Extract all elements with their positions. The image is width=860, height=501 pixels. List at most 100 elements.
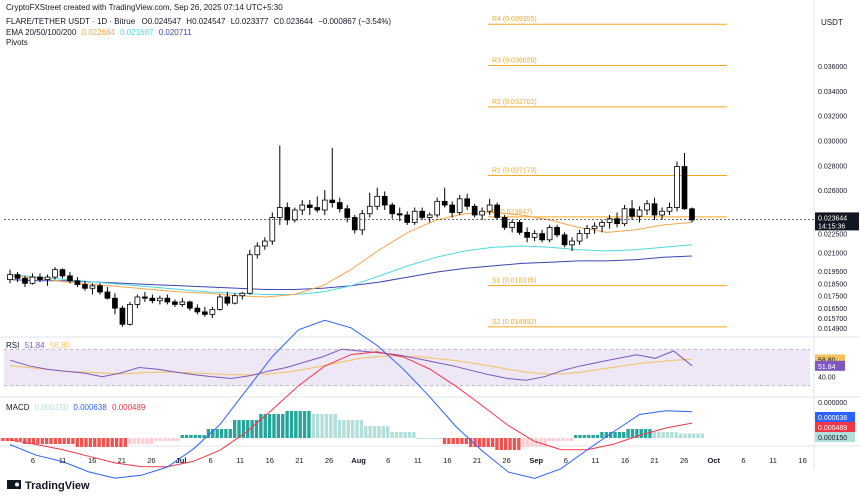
time-tick-label: Jul [176, 456, 187, 465]
macd-histogram-bar [158, 438, 163, 441]
macd-histogram-bar [298, 411, 302, 438]
macd-histogram-bar [224, 429, 228, 438]
macd-histogram-bar [696, 433, 700, 438]
candle-body [561, 234, 568, 246]
candle-body [644, 203, 650, 211]
candle-body [254, 245, 261, 256]
candle-body [569, 240, 575, 246]
candle-body [539, 233, 545, 241]
time-tick-label: 6 [209, 456, 213, 465]
macd-histogram-bar [307, 411, 311, 438]
price-tick-label: 0.017500 [818, 294, 847, 301]
macd-histogram-bar [302, 411, 307, 438]
candle-body [269, 217, 276, 242]
macd-histogram-bar [154, 438, 158, 441]
tradingview-logo: TradingView [7, 480, 90, 492]
macd-histogram-bar [75, 438, 79, 447]
candle-body [591, 225, 598, 230]
candle-body [164, 297, 171, 303]
price-tick-label: 0.018500 [818, 281, 847, 288]
macd-histogram-bar [473, 438, 477, 447]
macd-histogram-bar [530, 438, 534, 447]
macd-histogram-bar [661, 432, 665, 438]
macd-histogram-bar [93, 438, 97, 447]
time-tick-label: 6 [741, 456, 745, 465]
macd-histogram-bar [53, 438, 58, 444]
rsi-tick-label: 40.00 [818, 375, 836, 382]
macd-histogram-bar [276, 414, 281, 438]
candle-body [29, 276, 36, 284]
candle-body [344, 208, 351, 218]
candles [7, 145, 695, 327]
time-tick-label: 26 [680, 456, 688, 465]
macd-histogram-bar [206, 429, 211, 438]
candle-body [531, 233, 538, 238]
grid-lines [0, 0, 860, 470]
candle-body [74, 280, 81, 285]
candle-body [261, 240, 268, 247]
time-tick-label: 21 [118, 456, 126, 465]
candle-body [479, 210, 485, 216]
candle-body [291, 209, 298, 221]
macd-histogram-bar [595, 435, 600, 438]
price-tick-label: 0.021000 [818, 250, 847, 257]
macd-histogram-bar [626, 429, 630, 438]
macd-histogram-bar [377, 426, 381, 438]
macd-histogram-bar [447, 438, 451, 444]
macd-histogram-bar [657, 432, 661, 438]
macd-histogram-bar [451, 438, 455, 444]
macd-histogram-bar [381, 426, 385, 438]
macd-histogram-bar [648, 429, 652, 438]
rsi-pane: 40.0058.8051.84 [4, 348, 845, 387]
macd-histogram-bar [289, 411, 294, 438]
candle-body [112, 297, 118, 309]
macd-histogram-bar [364, 426, 368, 438]
countdown-value: 14:15:36 [818, 223, 845, 230]
candle-body [217, 296, 223, 310]
macd-histogram-bar [517, 438, 521, 450]
macd-histogram-bar [246, 420, 250, 438]
candle-body [336, 202, 343, 210]
macd-histogram-bar [88, 438, 93, 447]
macd-histogram-bar [351, 420, 355, 438]
candle-body [149, 297, 156, 302]
macd-histogram-bar [600, 432, 604, 438]
macd-histogram-bar [145, 438, 149, 444]
candle-body [157, 297, 163, 302]
candle-body [486, 204, 493, 212]
candle-body [314, 207, 321, 211]
macd-histogram-bar [692, 433, 696, 438]
candle-body [606, 218, 613, 223]
ema50-line [9, 244, 693, 295]
candle-body [224, 296, 231, 304]
time-tick-label: Sep [529, 456, 543, 465]
candle-body [97, 285, 103, 293]
candle-body [576, 233, 583, 242]
pivot-label: S1 (0.018316) [492, 278, 536, 285]
candle-body [419, 210, 426, 218]
price-tick-label: 0.015700 [818, 316, 847, 323]
macd-histogram-bar [189, 435, 193, 438]
axes: 0.036000 0.034000 0.032000 0.030000 0.028000… [4, 64, 859, 465]
candle-body [621, 208, 628, 225]
macd-histogram-bar [281, 414, 285, 438]
brand-name: TradingView [25, 480, 90, 492]
macd-histogram-bar [560, 438, 565, 441]
macd-histogram-bar [534, 438, 538, 447]
time-tick-label: 21 [295, 456, 303, 465]
candle-body [119, 307, 126, 325]
macd-line [9, 319, 693, 479]
time-tick-label: 11 [414, 456, 422, 465]
macd-histogram-bar [372, 426, 377, 438]
candle-body [59, 269, 66, 277]
macd-histogram-bar [412, 432, 416, 438]
macd-histogram-bar [613, 432, 617, 438]
candle-body [22, 277, 28, 284]
macd-histogram-bar [521, 438, 525, 447]
macd-histogram-bar [149, 438, 154, 444]
candle-body [359, 213, 366, 231]
macd-histogram-bar [399, 432, 403, 438]
macd-signal-line [9, 351, 693, 468]
candle-body [52, 269, 58, 278]
price-tick-label: 0.032000 [818, 114, 847, 121]
